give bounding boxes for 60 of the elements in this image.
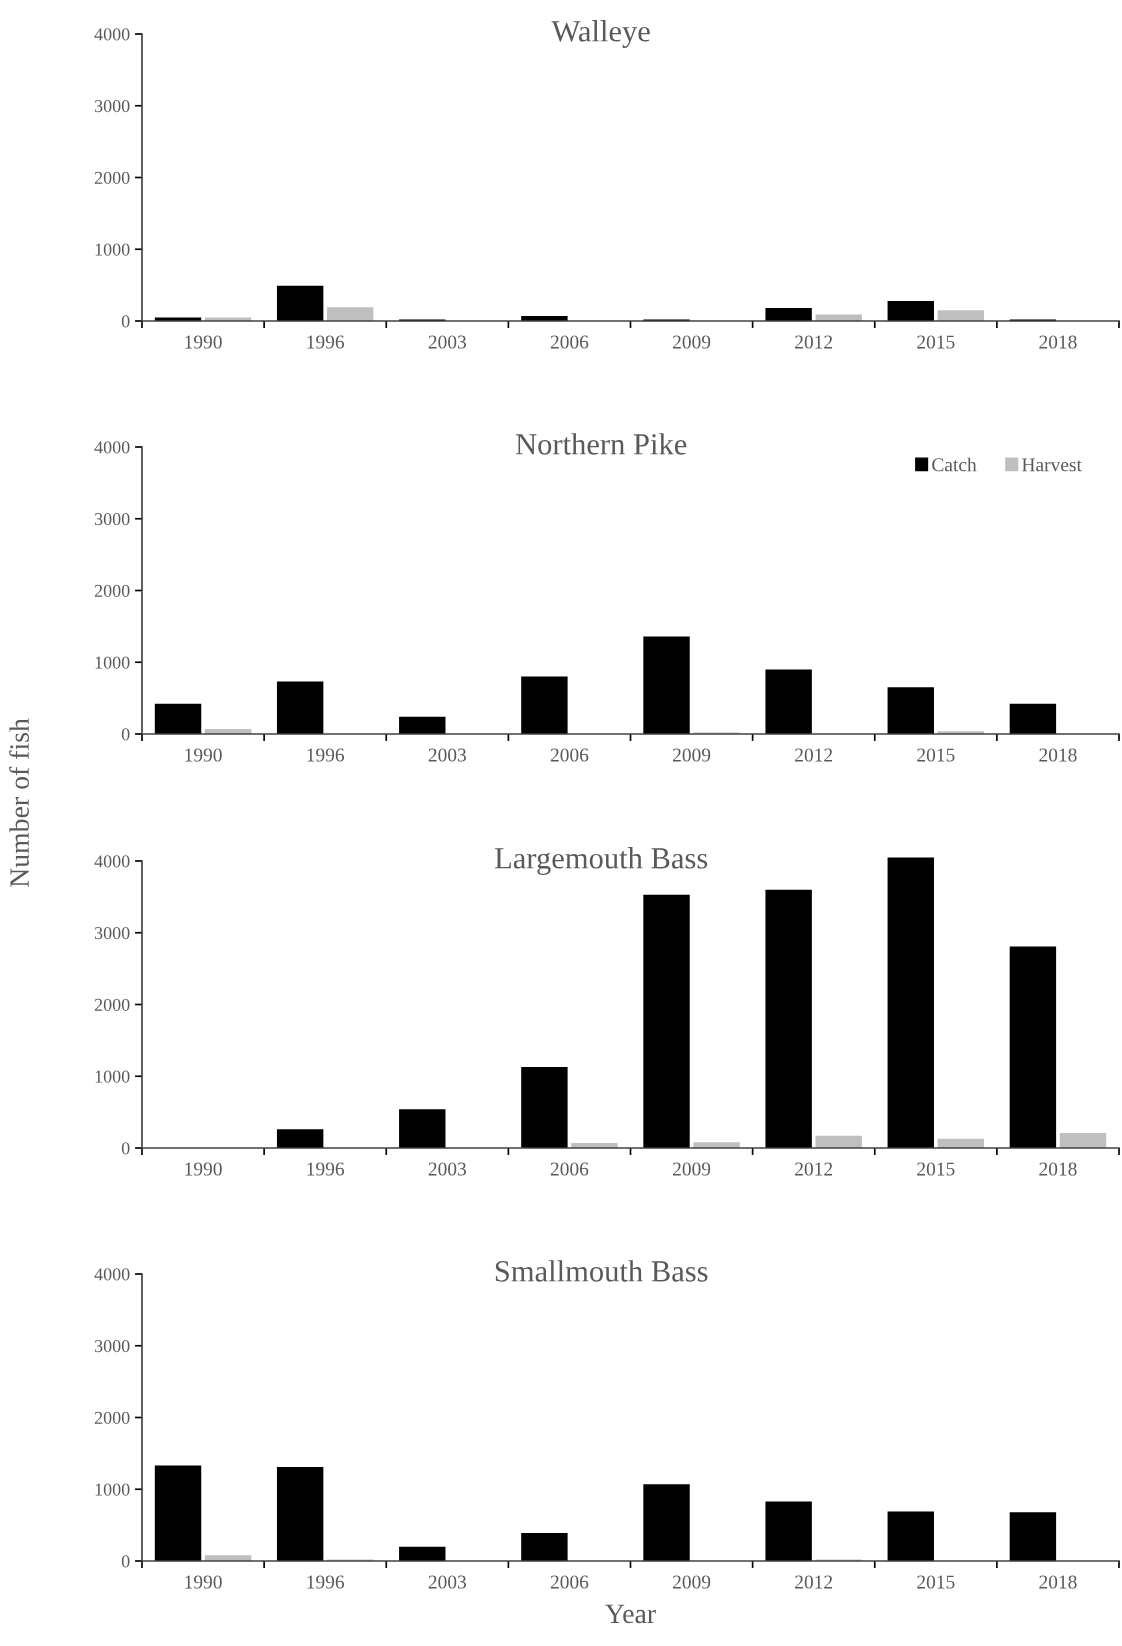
x-tick-label: 1996 (307, 1162, 345, 1176)
x-tick-label: 1990 (185, 1162, 222, 1176)
x-tick-label: 2009 (672, 1162, 711, 1176)
y-tick-label: 2000 (94, 998, 130, 1011)
x-tick-label: 2015 (917, 1575, 955, 1589)
x-tick-label: 2006 (550, 335, 589, 349)
x-tick-label: 2015 (917, 1162, 955, 1176)
y-tick-label: 4000 (94, 441, 130, 454)
x-tick-label: 1990 (185, 748, 222, 762)
y-tick-label: 1000 (95, 1070, 130, 1083)
x-tick-label: 2009 (672, 1575, 711, 1589)
y-tick-label: 3000 (94, 513, 130, 526)
x-tick-label: 2012 (795, 1575, 833, 1589)
x-axis-title: Year (605, 1604, 656, 1624)
x-tick-label: 1990 (185, 1575, 222, 1589)
x-tick-label: 2018 (1039, 748, 1077, 762)
x-tick-label: 2009 (672, 748, 711, 762)
chart-title: Northern Pike (515, 433, 687, 455)
x-tick-label: 1990 (185, 335, 222, 349)
y-tick-label: 1000 (95, 656, 130, 669)
chart-title: Smallmouth Bass (495, 1260, 708, 1282)
x-tick-label: 2003 (428, 335, 466, 349)
legend-label: Catch (932, 457, 977, 472)
y-tick-label: 0 (121, 1142, 130, 1155)
y-tick-label: 2000 (94, 1411, 130, 1424)
x-tick-label: 2012 (795, 335, 833, 349)
chart-title: Largemouth Bass (494, 847, 708, 875)
x-tick-label: 2018 (1039, 1162, 1077, 1176)
y-tick-label: 3000 (94, 100, 130, 113)
x-tick-label: 2009 (672, 335, 711, 349)
y-tick-label: 3000 (94, 1340, 130, 1353)
y-tick-label: 4000 (94, 855, 130, 868)
x-tick-label: 2006 (550, 1575, 589, 1589)
y-tick-label: 1000 (95, 1483, 130, 1496)
x-tick-label: 2018 (1039, 335, 1077, 349)
x-tick-label: 2018 (1039, 1575, 1077, 1589)
x-tick-label: 1996 (307, 748, 345, 762)
y-tick-label: 4000 (94, 28, 130, 41)
y-tick-label: 2000 (94, 584, 130, 597)
y-tick-label: 1000 (95, 243, 130, 256)
x-tick-label: 2006 (550, 1162, 589, 1176)
x-tick-label: 2003 (428, 1162, 466, 1176)
chart-title: Walleye (551, 20, 650, 48)
y-tick-label: 0 (121, 728, 130, 741)
y-tick-label: 0 (121, 1555, 130, 1568)
x-tick-label: 1996 (307, 1575, 345, 1589)
x-tick-label: 2006 (550, 748, 589, 762)
legend-label: Harvest (1022, 458, 1082, 472)
x-tick-label: 2003 (428, 1575, 466, 1589)
y-axis-title: Number of fish (9, 718, 29, 888)
y-tick-label: 4000 (94, 1268, 130, 1281)
x-tick-label: 2015 (917, 335, 955, 349)
y-tick-label: 2000 (94, 171, 130, 184)
x-tick-label: 1996 (307, 335, 345, 349)
x-tick-label: 2003 (428, 748, 466, 762)
y-tick-label: 0 (121, 315, 130, 328)
x-tick-label: 2012 (795, 748, 833, 762)
x-tick-label: 2015 (917, 748, 955, 762)
y-tick-label: 3000 (94, 927, 130, 940)
x-tick-label: 2012 (795, 1162, 833, 1176)
